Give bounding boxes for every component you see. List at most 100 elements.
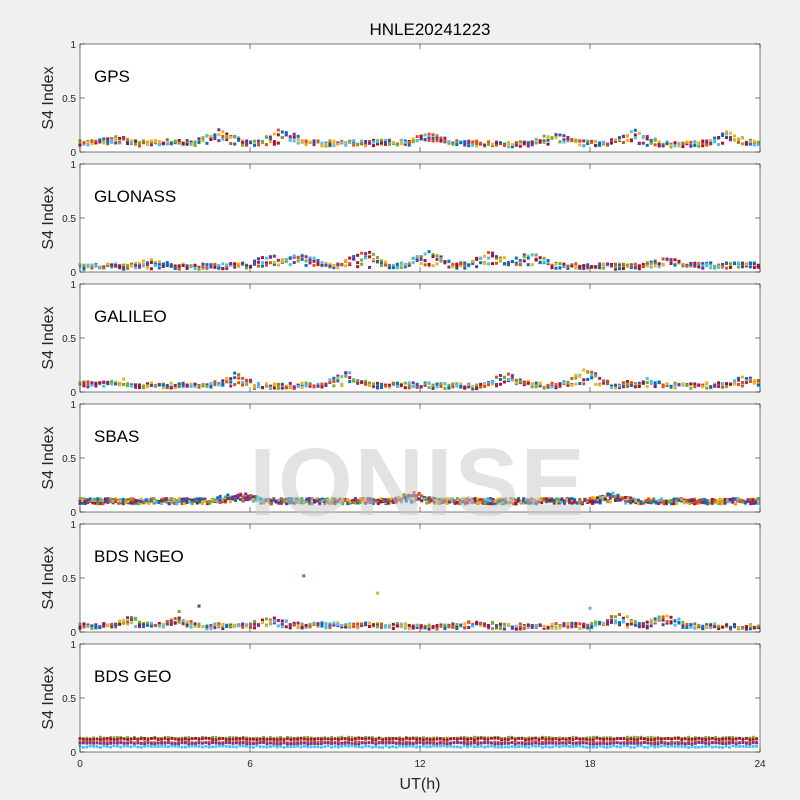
data-point xyxy=(313,742,316,745)
data-point xyxy=(756,624,760,628)
data-point xyxy=(562,264,566,268)
data-point xyxy=(677,498,681,502)
data-point xyxy=(257,498,260,502)
data-point xyxy=(629,266,633,270)
data-point xyxy=(420,494,424,498)
data-point xyxy=(592,738,595,742)
data-point xyxy=(346,498,350,502)
data-point xyxy=(570,264,574,268)
data-point xyxy=(611,495,615,499)
data-point xyxy=(408,737,412,741)
data-point xyxy=(530,263,534,267)
data-point xyxy=(641,625,645,629)
data-point xyxy=(665,382,669,386)
data-point xyxy=(276,133,280,137)
data-point xyxy=(348,622,352,626)
data-point xyxy=(395,143,399,147)
data-point xyxy=(420,499,424,503)
data-point xyxy=(558,262,562,266)
data-point xyxy=(645,384,649,388)
data-point xyxy=(427,136,431,140)
data-point xyxy=(272,740,276,744)
data-point xyxy=(700,745,704,749)
data-point xyxy=(304,381,308,385)
data-point xyxy=(252,745,255,749)
data-point xyxy=(645,137,649,141)
data-point xyxy=(225,135,229,139)
data-point xyxy=(545,500,549,504)
data-point xyxy=(469,737,473,741)
data-point xyxy=(447,624,451,628)
data-point xyxy=(740,136,744,140)
data-point xyxy=(701,264,705,268)
data-point xyxy=(217,264,221,268)
data-point xyxy=(236,496,240,500)
data-point xyxy=(272,254,276,258)
data-point xyxy=(241,625,245,629)
data-point xyxy=(544,736,548,739)
data-point xyxy=(466,501,470,505)
data-point xyxy=(126,137,130,141)
data-point xyxy=(596,500,600,504)
outlier-point xyxy=(588,606,592,610)
data-point xyxy=(121,497,125,501)
data-point xyxy=(415,497,419,501)
data-point xyxy=(233,262,237,266)
data-point xyxy=(609,742,612,745)
data-point xyxy=(681,145,685,149)
data-point xyxy=(320,624,324,628)
data-point xyxy=(188,498,192,502)
data-point xyxy=(332,264,336,268)
data-point xyxy=(704,745,707,748)
data-point xyxy=(228,737,231,741)
data-point xyxy=(411,385,415,389)
data-point xyxy=(144,500,148,504)
data-point xyxy=(641,265,645,269)
data-point xyxy=(510,736,514,740)
data-point xyxy=(161,625,165,629)
data-point xyxy=(641,141,645,145)
data-point xyxy=(459,737,463,741)
data-point xyxy=(403,142,407,146)
data-point xyxy=(88,738,92,741)
data-point xyxy=(95,741,99,745)
data-point xyxy=(657,615,661,619)
data-point xyxy=(701,262,705,266)
data-point xyxy=(391,622,395,626)
data-point xyxy=(476,742,480,746)
data-point xyxy=(469,744,473,748)
data-point xyxy=(641,262,645,266)
data-point xyxy=(136,745,140,749)
data-point xyxy=(493,742,497,746)
data-point xyxy=(693,382,697,386)
data-point xyxy=(568,736,571,740)
data-point xyxy=(205,263,209,267)
data-point xyxy=(184,737,187,741)
data-point xyxy=(130,264,134,268)
data-point xyxy=(682,501,686,505)
data-point xyxy=(662,502,666,506)
data-point xyxy=(138,144,141,148)
data-point xyxy=(507,738,510,741)
data-point xyxy=(506,378,510,382)
data-point xyxy=(622,737,626,740)
data-point xyxy=(96,499,100,503)
data-point xyxy=(372,258,376,262)
data-point xyxy=(590,370,594,374)
data-point xyxy=(534,502,538,506)
data-point xyxy=(177,267,181,271)
data-point xyxy=(495,384,498,388)
data-point xyxy=(356,499,360,503)
data-point xyxy=(284,133,288,137)
data-point xyxy=(725,136,729,140)
x-tick-label: 18 xyxy=(584,759,596,770)
data-point xyxy=(325,500,329,504)
data-point xyxy=(432,738,435,741)
data-point xyxy=(665,257,669,261)
data-point xyxy=(707,736,711,739)
data-point xyxy=(552,501,556,505)
data-point xyxy=(614,265,617,269)
y-axis-label: S4 Index xyxy=(40,426,57,489)
data-point xyxy=(415,741,418,745)
data-point xyxy=(537,738,541,742)
